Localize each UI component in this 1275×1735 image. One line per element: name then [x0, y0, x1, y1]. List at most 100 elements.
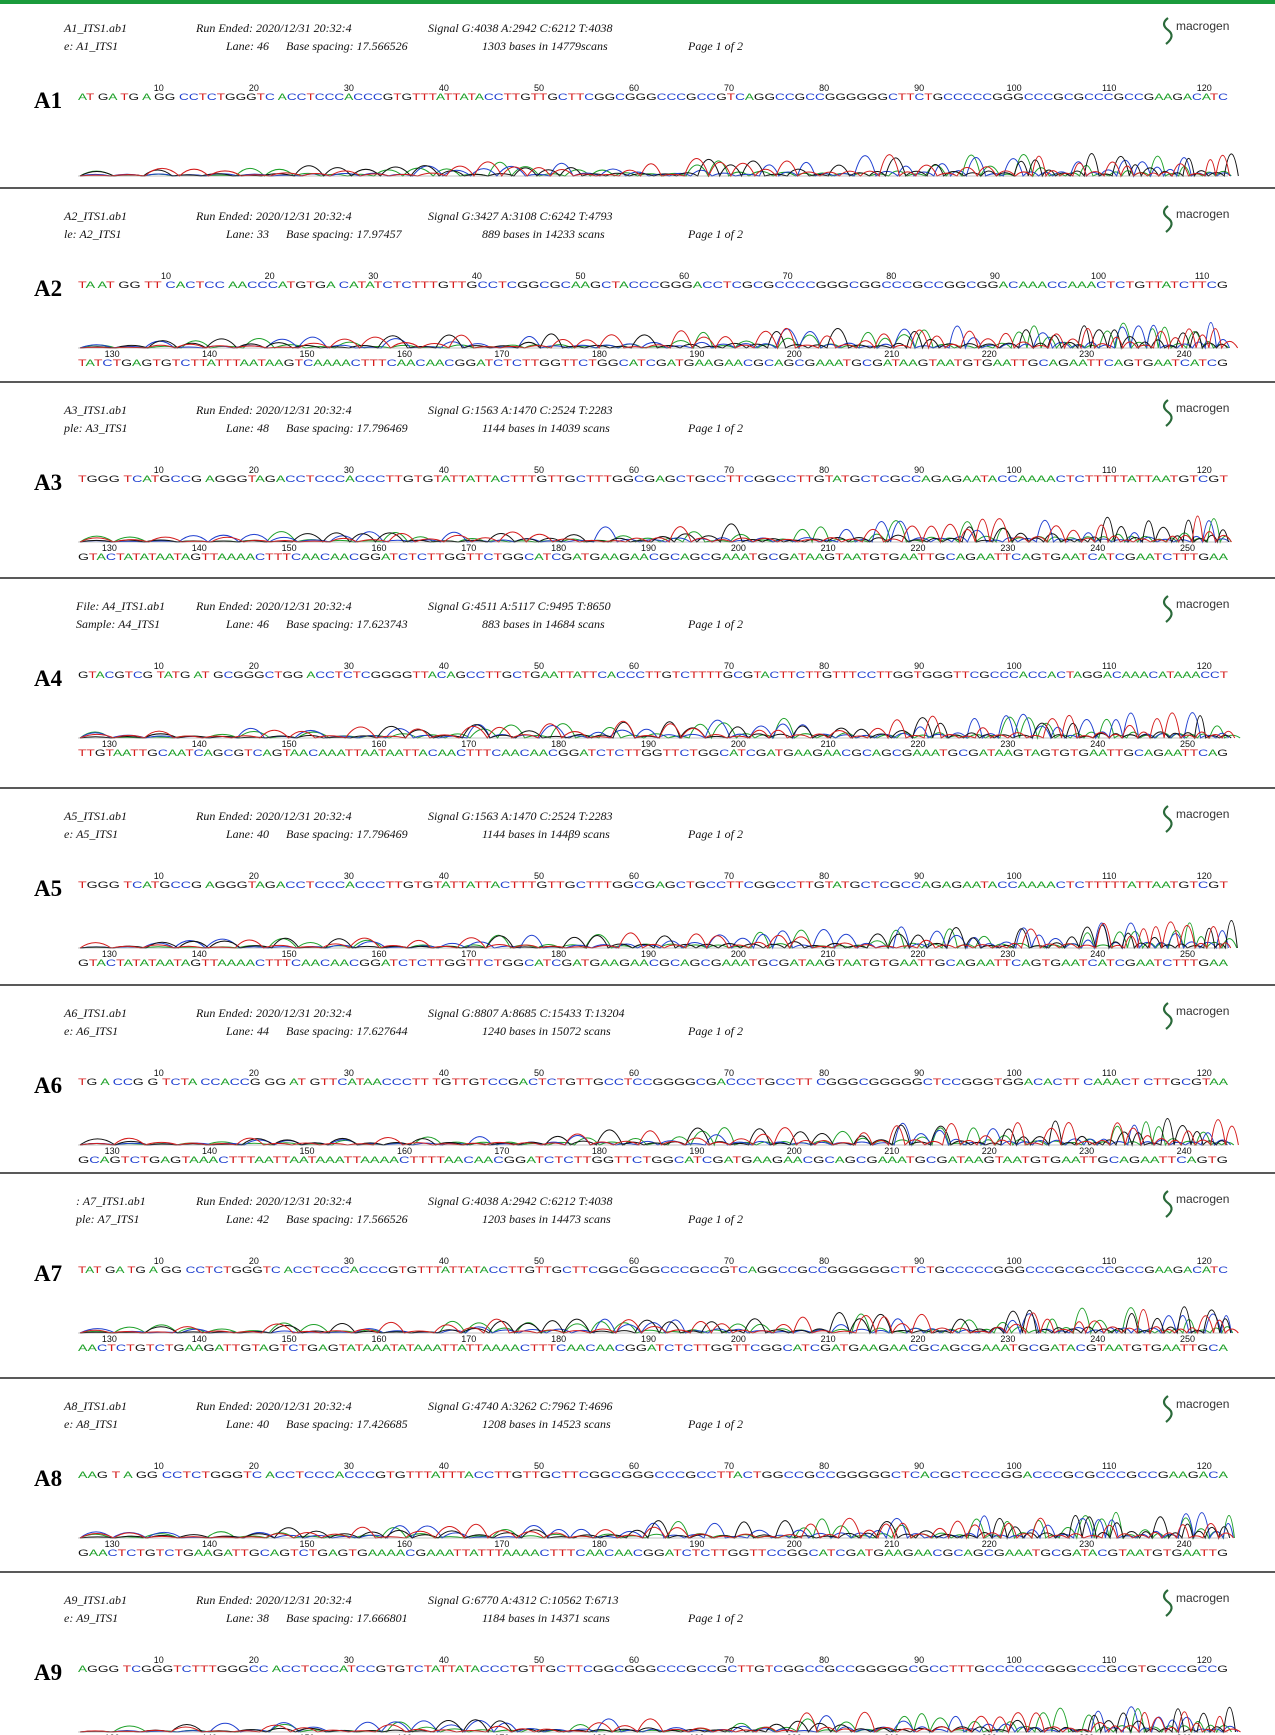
- position-number: 80: [819, 1256, 829, 1266]
- position-number: 100: [1007, 83, 1022, 93]
- position-number: 110: [1102, 1461, 1116, 1471]
- run-ended: Run Ended: 2020/12/31 20:32:4: [195, 21, 352, 35]
- trace: [80, 155, 1229, 176]
- position-number: 80: [819, 465, 829, 475]
- position-number: 30: [344, 661, 354, 671]
- panel: : A7_ITS1.ab1ple: A7_ITS1Run Ended: 2020…: [0, 1173, 1275, 1354]
- trace: [80, 921, 1237, 948]
- lane: Lane: 33: [225, 227, 269, 241]
- logo-icon: [1164, 18, 1172, 44]
- panel: A9_ITS1.ab1e: A9_ITS1Run Ended: 2020/12/…: [0, 1572, 1275, 1735]
- signal: Signal G:1563 A:1470 C:2524 T:2283: [428, 809, 612, 823]
- position-number: 110: [1102, 871, 1116, 881]
- lane: Lane: 40: [225, 827, 269, 841]
- bases-scans: 1144 bases in 144β9 scans: [482, 827, 610, 841]
- position-number: 120: [1197, 661, 1212, 671]
- bottom-sequence: AACTCTGTCTGAAGATTGTAGTCTGAGTATAAATATAAAT…: [78, 1343, 1229, 1354]
- position-number: 80: [819, 83, 829, 93]
- position-number: 100: [1091, 271, 1106, 281]
- position-number: 20: [249, 1461, 259, 1471]
- position-number: 60: [629, 871, 639, 881]
- position-number: 20: [249, 1068, 259, 1078]
- signal: Signal G:4038 A:2942 C:6212 T:4038: [428, 21, 612, 35]
- page-number: Page 1 of 2: [687, 617, 743, 631]
- chromatogram-figure: A1_ITS1.ab1e: A1_ITS1Run Ended: 2020/12/…: [0, 0, 1275, 1735]
- position-number: 40: [439, 83, 449, 93]
- position-number: 30: [344, 1655, 354, 1665]
- position-number: 50: [534, 1068, 544, 1078]
- position-number: 30: [344, 1068, 354, 1078]
- bases-scans: 1184 bases in 14371 scans: [482, 1611, 610, 1625]
- trace: [80, 1309, 1238, 1333]
- trace: [80, 1120, 1238, 1145]
- run-ended: Run Ended: 2020/12/31 20:32:4: [195, 1006, 352, 1020]
- file-name: File: A4_ITS1.ab1: [75, 599, 165, 613]
- position-number: 120: [1197, 1655, 1212, 1665]
- position-number: 10: [154, 1256, 164, 1266]
- position-number: 30: [344, 1461, 354, 1471]
- brand: macrogen: [1176, 1192, 1229, 1206]
- position-number: 50: [534, 871, 544, 881]
- run-ended: Run Ended: 2020/12/31 20:32:4: [195, 209, 352, 223]
- position-number: 120: [1197, 83, 1212, 93]
- sample-name: e: A9_ITS1: [64, 1611, 118, 1625]
- page-number: Page 1 of 2: [687, 227, 743, 241]
- lane: Lane: 48: [225, 421, 269, 435]
- bases-scans: 1240 bases in 15072 scans: [482, 1024, 611, 1038]
- position-number: 120: [1197, 465, 1212, 475]
- sample-label: A6: [34, 1073, 62, 1098]
- position-number: 20: [249, 661, 259, 671]
- position-number: 60: [629, 661, 639, 671]
- position-number: 50: [534, 83, 544, 93]
- signal: Signal G:8807 A:8685 C:15433 T:13204: [428, 1006, 624, 1020]
- position-number: 80: [886, 271, 896, 281]
- position-number: 60: [629, 1461, 639, 1471]
- position-number: 110: [1102, 1655, 1116, 1665]
- bases-scans: 1203 bases in 14473 scans: [482, 1212, 611, 1226]
- page-number: Page 1 of 2: [687, 1611, 743, 1625]
- position-number: 60: [629, 1256, 639, 1266]
- sample-name: e: A6_ITS1: [64, 1024, 118, 1038]
- position-number: 80: [819, 1068, 829, 1078]
- base-spacing: Base spacing: 17.426685: [286, 1417, 408, 1431]
- position-number: 20: [249, 1256, 259, 1266]
- position-number: 50: [534, 1461, 544, 1471]
- bases-scans: 1144 bases in 14039 scans: [482, 421, 610, 435]
- position-number: 110: [1195, 271, 1209, 281]
- position-number: 70: [724, 1461, 734, 1471]
- page-number: Page 1 of 2: [687, 421, 743, 435]
- bottom-sequence: GTACTATATAATAGTTAAAACTTTCAACAACGGATCTCTT…: [78, 552, 1229, 563]
- signal: Signal G:4038 A:2942 C:6212 T:4038: [428, 1194, 612, 1208]
- position-number: 90: [914, 871, 924, 881]
- position-number: 90: [990, 271, 1000, 281]
- sample-name: Sample: A4_ITS1: [76, 617, 160, 631]
- sample-label: A9: [34, 1660, 62, 1685]
- file-name: A5_ITS1.ab1: [63, 809, 127, 823]
- position-number: 40: [439, 1256, 449, 1266]
- position-number: 50: [534, 1256, 544, 1266]
- base-spacing: Base spacing: 17.97457: [286, 227, 403, 241]
- position-number: 70: [724, 83, 734, 93]
- top-sequence: TA AT GG TT CACTCC AACCCATGTGA CATATCTCT…: [78, 280, 1228, 291]
- sample-label: A3: [34, 470, 62, 495]
- signal: Signal G:4740 A:3262 C:7962 T:4696: [428, 1399, 612, 1413]
- position-number: 90: [914, 1461, 924, 1471]
- base-spacing: Base spacing: 17.566526: [286, 1212, 408, 1226]
- position-number: 40: [472, 271, 482, 281]
- position-number: 70: [724, 1068, 734, 1078]
- position-number: 70: [724, 1655, 734, 1665]
- position-number: 60: [629, 465, 639, 475]
- signal: Signal G:6770 A:4312 C:10562 T:6713: [428, 1593, 618, 1607]
- page-number: Page 1 of 2: [687, 1212, 743, 1226]
- panel: A1_ITS1.ab1e: A1_ITS1Run Ended: 2020/12/…: [34, 18, 1238, 176]
- position-number: 10: [154, 871, 164, 881]
- logo-icon: [1164, 806, 1172, 832]
- position-number: 70: [724, 465, 734, 475]
- brand: macrogen: [1176, 1397, 1229, 1411]
- logo-icon: [1164, 1590, 1172, 1616]
- base-spacing: Base spacing: 17.566526: [286, 39, 408, 53]
